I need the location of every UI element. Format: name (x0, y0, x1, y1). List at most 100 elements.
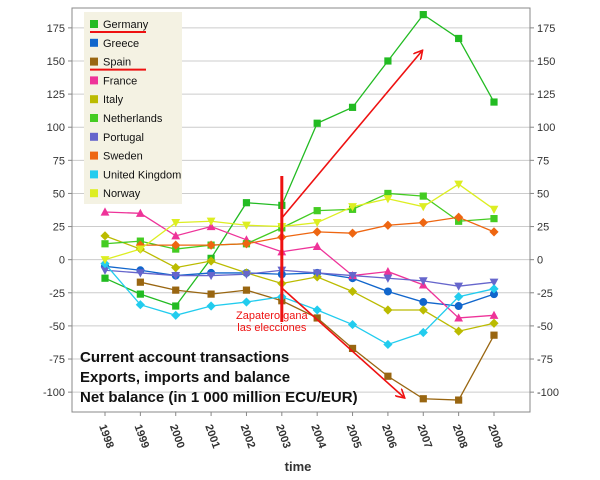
legend-swatch (90, 95, 98, 104)
data-point-sweden (312, 227, 322, 237)
y-tick-label-left: -100 (43, 387, 65, 399)
legend-swatch (90, 57, 98, 66)
data-point-portugal (383, 274, 393, 283)
y-tick-label-right: 50 (537, 188, 549, 200)
legend-swatch (90, 20, 98, 28)
data-point-united-kingdom (171, 310, 181, 320)
data-point-portugal (348, 271, 357, 281)
y-tick-label-left: 100 (47, 122, 65, 134)
y-tick-label-right: 0 (537, 255, 543, 267)
data-point-france (312, 241, 322, 251)
series-line-germany (104, 13, 495, 307)
data-point-greece (383, 287, 392, 296)
y-tick-label-left: 150 (47, 56, 65, 68)
data-point-portugal (454, 282, 464, 291)
data-point-germany (490, 98, 498, 106)
y-tick-label-right: -100 (537, 387, 559, 399)
y-tick-label-right: 75 (537, 155, 549, 167)
chart-notes: Current account transactions Exports, imp… (80, 349, 358, 406)
data-point-france (100, 207, 110, 216)
legend-label: Sweden (103, 151, 143, 163)
y-tick-label-left: -25 (49, 288, 65, 300)
data-point-france (383, 266, 393, 276)
data-point-portugal (135, 269, 145, 278)
data-point-sweden (241, 239, 252, 249)
data-point-spain (242, 286, 251, 294)
event-label-line2: las elecciones (237, 322, 307, 334)
data-point-sweden (347, 228, 358, 238)
legend-label: Spain (103, 57, 131, 69)
legend-label: Germany (103, 19, 149, 31)
data-point-sweden (418, 217, 428, 228)
note-line: Net balance (in 1 000 million ECU/EUR) (80, 389, 358, 406)
legend-label: Norway (103, 188, 141, 200)
legend: Germany Greece Spain France Italy Netherlands… (84, 12, 182, 204)
data-point-norway (348, 203, 357, 212)
data-point-italy (206, 256, 216, 266)
y-tick-label-left: 125 (47, 89, 65, 101)
legend-swatch (90, 170, 98, 179)
y-tick-label-right: 100 (537, 122, 555, 134)
legend-label: Portugal (103, 132, 144, 144)
note-line: Current account transactions (80, 349, 289, 366)
x-axis-label: time (285, 459, 312, 474)
data-point-united-kingdom (383, 339, 393, 350)
data-point-germany (136, 290, 144, 298)
data-point-spain (207, 290, 215, 298)
data-point-united-kingdom (312, 305, 322, 315)
data-point-spain (348, 344, 357, 353)
data-point-norway (135, 245, 145, 254)
series-line-portugal (104, 269, 495, 287)
y-tick-label-right: 25 (537, 222, 549, 234)
data-point-france (206, 221, 216, 231)
data-point-spain (384, 372, 392, 380)
y-tick-label-right: -75 (537, 354, 553, 366)
data-point-sweden (454, 212, 464, 222)
data-point-italy (383, 305, 393, 315)
data-point-greece (419, 298, 428, 307)
data-point-norway (454, 180, 464, 189)
legend-swatch (90, 76, 98, 85)
legend-label: United Kingdom (103, 169, 181, 181)
data-point-spain (490, 331, 498, 339)
series-line-italy (104, 235, 495, 332)
series-portugal (100, 266, 499, 291)
data-point-portugal (171, 271, 181, 281)
note-line: Exports, imports and balance (80, 369, 290, 386)
y-tick-label-left: 0 (59, 255, 65, 267)
data-point-germany (242, 199, 251, 207)
series-line-norway (104, 183, 495, 261)
data-point-italy (347, 286, 358, 297)
legend-box (84, 12, 182, 204)
data-point-germany (348, 103, 357, 111)
data-point-france (489, 310, 499, 319)
data-point-portugal (418, 277, 428, 286)
data-point-sweden (206, 240, 216, 250)
data-point-france (171, 231, 181, 240)
y-tick-label-left: 75 (53, 155, 65, 167)
data-point-netherlands (313, 207, 321, 215)
data-point-united-kingdom (206, 301, 216, 311)
data-point-united-kingdom (454, 292, 464, 302)
y-tick-label-right: 175 (537, 23, 555, 35)
data-point-spain (172, 286, 180, 294)
legend-swatch (90, 114, 98, 122)
data-point-norway (489, 205, 499, 214)
data-point-spain (136, 278, 144, 286)
data-point-norway (312, 218, 322, 228)
y-tick-label-left: -75 (49, 354, 65, 366)
legend-label: Greece (103, 38, 139, 50)
data-point-netherlands (101, 240, 109, 248)
y-tick-label-left: 25 (53, 222, 65, 234)
series-layer (100, 11, 499, 404)
data-point-netherlands (419, 192, 427, 200)
data-point-spain (313, 314, 321, 322)
data-point-united-kingdom (135, 300, 145, 310)
data-point-norway (418, 203, 428, 212)
data-point-portugal (489, 278, 499, 287)
series-line-netherlands (104, 192, 495, 250)
data-point-sweden (171, 240, 181, 250)
legend-label: Italy (103, 94, 124, 106)
series-norway (100, 180, 499, 265)
y-tick-label-right: 150 (537, 56, 555, 68)
